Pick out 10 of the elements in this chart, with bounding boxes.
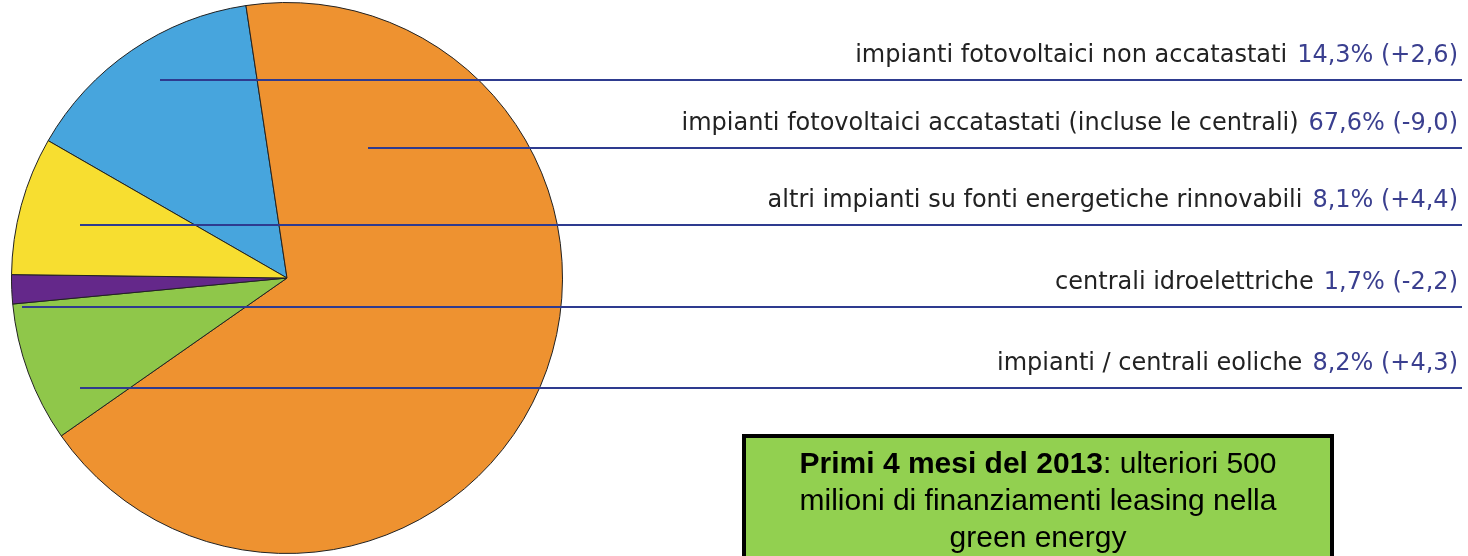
- slice-label: impianti fotovoltaici non accatastati: [855, 40, 1288, 68]
- data-label: 1,7% (-2,2): [1323, 267, 1458, 295]
- slice-label: impianti / centrali eoliche: [997, 348, 1303, 376]
- slice-label: impianti fotovoltaici accatastati (incluse le centrali): [681, 108, 1299, 136]
- slice-label: centrali idroelettriche: [1055, 267, 1314, 295]
- data-label: 8,1% (+4,4): [1312, 185, 1458, 213]
- data-label: 8,2% (+4,3): [1312, 348, 1458, 376]
- data-label: 14,3% (+2,6): [1297, 40, 1458, 68]
- data-label: 67,6% (-9,0): [1308, 108, 1458, 136]
- slice-label: altri impianti su fonti energetiche rinnovabili: [767, 185, 1303, 213]
